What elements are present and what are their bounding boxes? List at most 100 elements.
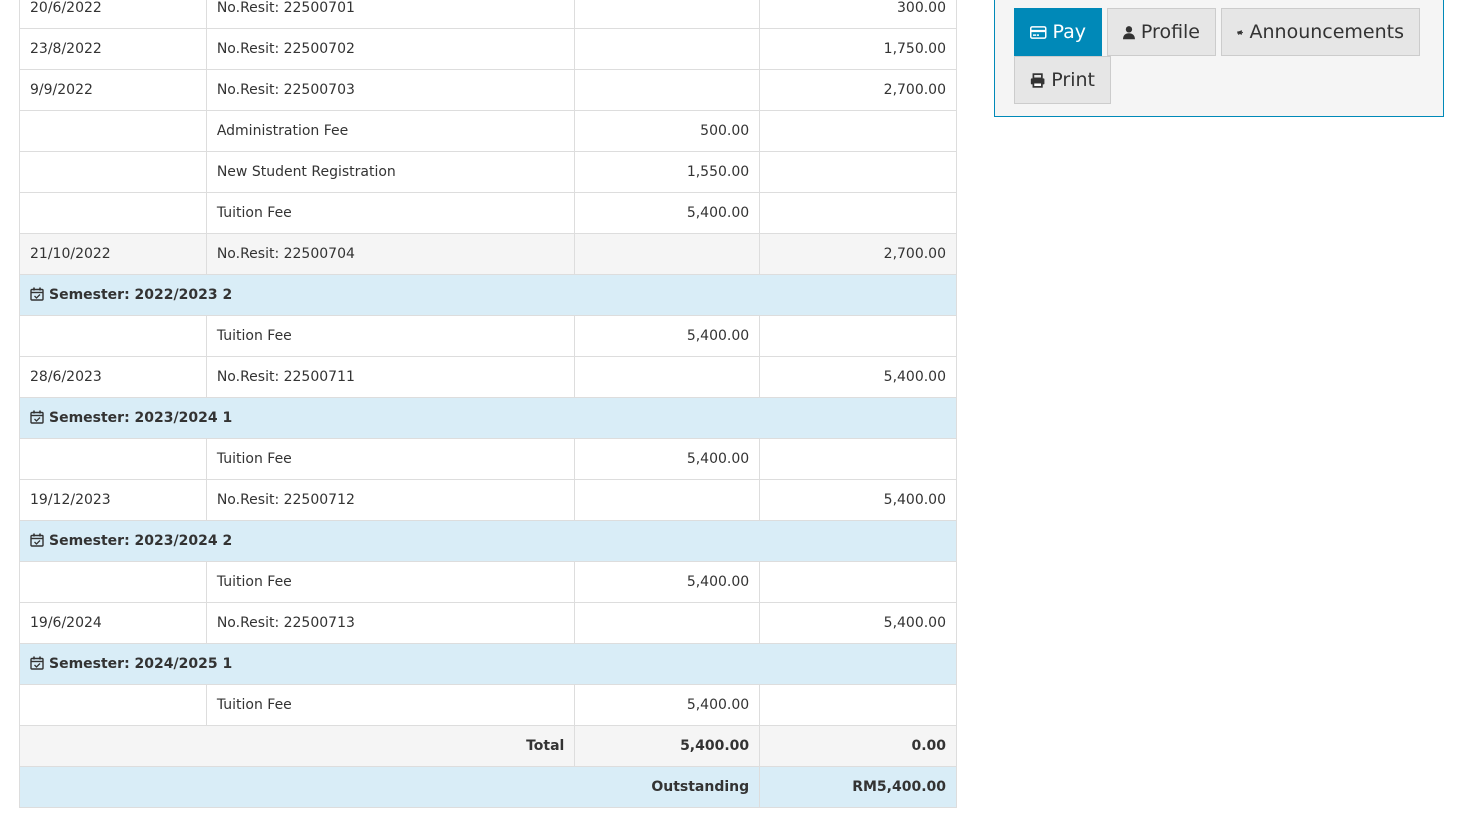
table-row: 23/8/2022 No.Resit: 22500702 1,750.00 <box>19 28 957 70</box>
table-row: Tuition Fee 5,400.00 <box>19 684 957 726</box>
cell-date: 23/8/2022 <box>19 28 207 70</box>
cell-debit <box>574 0 761 29</box>
cell-date: 20/6/2022 <box>19 0 207 29</box>
cell-debit <box>574 233 761 275</box>
cell-desc: Tuition Fee <box>205 684 576 726</box>
outstanding-value: RM5,400.00 <box>759 766 957 808</box>
actions-panel: Pay Profile Announcements Print <box>994 0 1444 117</box>
cell-date <box>19 561 207 603</box>
profile-button[interactable]: Profile <box>1107 8 1216 56</box>
ledger-table: 20/6/2022 No.Resit: 22500701 300.00 23/8/20… <box>18 0 957 808</box>
cell-credit <box>759 438 957 480</box>
cell-credit <box>759 110 957 152</box>
cell-debit <box>574 69 761 111</box>
semester-cell: Semester: 2022/2023 2 <box>19 274 957 316</box>
cell-debit <box>574 356 761 398</box>
cell-desc: Tuition Fee <box>205 315 576 357</box>
cell-date: 21/10/2022 <box>19 233 207 275</box>
cell-desc: New Student Registration <box>205 151 576 193</box>
calendar-check-icon <box>30 410 44 424</box>
cell-desc: No.Resit: 22500702 <box>205 28 576 70</box>
announcements-label[interactable]: Announcements <box>1249 21 1404 43</box>
announcements-button[interactable]: Announcements <box>1221 8 1420 56</box>
cell-date: 28/6/2023 <box>19 356 207 398</box>
cell-debit: 5,400.00 <box>574 438 761 480</box>
cell-credit: 1,750.00 <box>759 28 957 70</box>
table-row: 19/12/2023 No.Resit: 22500712 5,400.00 <box>19 479 957 521</box>
calendar-check-icon <box>30 656 44 670</box>
bullhorn-icon <box>1237 29 1244 35</box>
cell-desc: No.Resit: 22500712 <box>205 479 576 521</box>
calendar-check-icon <box>30 533 44 547</box>
table-row: 21/10/2022 No.Resit: 22500704 2,700.00 <box>19 233 957 275</box>
cell-date: 19/6/2024 <box>19 602 207 644</box>
print-label: Print <box>1051 69 1095 91</box>
printer-icon <box>1030 72 1045 88</box>
cell-debit: 1,550.00 <box>574 151 761 193</box>
semester-cell: Semester: 2023/2024 2 <box>19 520 957 562</box>
cell-date <box>19 192 207 234</box>
cell-debit: 5,400.00 <box>574 561 761 603</box>
profile-label: Profile <box>1140 21 1200 43</box>
semester-header-row: Semester: 2023/2024 2 <box>19 520 957 562</box>
cell-date: 9/9/2022 <box>19 69 207 111</box>
cell-debit <box>574 602 761 644</box>
cell-credit: 2,700.00 <box>759 69 957 111</box>
pay-label: Pay <box>1052 21 1087 43</box>
cell-desc: No.Resit: 22500704 <box>205 233 576 275</box>
cell-credit: 300.00 <box>759 0 957 29</box>
semester-header-row: Semester: 2022/2023 2 <box>19 274 957 316</box>
cell-credit <box>759 684 957 726</box>
semester-header-row: Semester: 2023/2024 1 <box>19 397 957 439</box>
cell-desc: Tuition Fee <box>205 192 576 234</box>
total-credit: 0.00 <box>759 725 957 767</box>
table-row: 20/6/2022 No.Resit: 22500701 300.00 <box>19 0 957 29</box>
semester-label: Semester: 2024/2025 1 <box>49 656 233 672</box>
cell-desc: No.Resit: 22500703 <box>205 69 576 111</box>
outstanding-row: Outstanding RM5,400.00 <box>18 766 957 808</box>
semester-header-row: Semester: 2024/2025 1 <box>19 643 957 685</box>
total-row: Total 5,400.00 0.00 <box>18 725 957 767</box>
cell-date: 19/12/2023 <box>19 479 207 521</box>
total-debit: 5,400.00 <box>574 725 761 767</box>
semester-label: Semester: 2023/2024 2 <box>49 533 233 549</box>
semester-label: Semester: 2023/2024 1 <box>49 410 233 426</box>
cell-debit: 5,400.00 <box>574 684 761 726</box>
cell-debit <box>574 28 761 70</box>
cell-date <box>19 315 207 357</box>
cell-date <box>19 438 207 480</box>
table-row: Tuition Fee 5,400.00 <box>19 315 957 357</box>
cell-debit: 5,400.00 <box>574 315 761 357</box>
table-row: 9/9/2022 No.Resit: 22500703 2,700.00 <box>19 69 957 111</box>
cell-desc: Tuition Fee <box>205 561 576 603</box>
pay-button[interactable]: Pay <box>1014 8 1102 56</box>
table-row: Administration Fee 500.00 <box>19 110 957 152</box>
user-icon <box>1123 25 1135 39</box>
cell-credit <box>759 151 957 193</box>
cell-credit: 5,400.00 <box>759 479 957 521</box>
table-row: New Student Registration 1,550.00 <box>19 151 957 193</box>
outstanding-label: Outstanding <box>18 766 761 808</box>
cell-debit: 5,400.00 <box>574 192 761 234</box>
total-label: Total <box>18 725 576 767</box>
cell-credit <box>759 315 957 357</box>
cell-desc: Administration Fee <box>205 110 576 152</box>
table-row: 19/6/2024 No.Resit: 22500713 5,400.00 <box>19 602 957 644</box>
cell-desc: No.Resit: 22500711 <box>205 356 576 398</box>
cell-date <box>19 110 207 152</box>
print-button[interactable]: Print <box>1014 56 1111 104</box>
table-row: Tuition Fee 5,400.00 <box>19 561 957 603</box>
semester-cell: Semester: 2024/2025 1 <box>19 643 957 685</box>
cell-credit <box>759 192 957 234</box>
semester-label: Semester: 2022/2023 2 <box>49 287 233 303</box>
cell-debit <box>574 479 761 521</box>
cell-date <box>19 151 207 193</box>
cell-credit: 5,400.00 <box>759 602 957 644</box>
cell-desc: Tuition Fee <box>205 438 576 480</box>
semester-cell: Semester: 2023/2024 1 <box>19 397 957 439</box>
cell-date <box>19 684 207 726</box>
table-row: Tuition Fee 5,400.00 <box>19 438 957 480</box>
table-row: Tuition Fee 5,400.00 <box>19 192 957 234</box>
cell-desc: No.Resit: 22500713 <box>205 602 576 644</box>
cell-credit <box>759 561 957 603</box>
